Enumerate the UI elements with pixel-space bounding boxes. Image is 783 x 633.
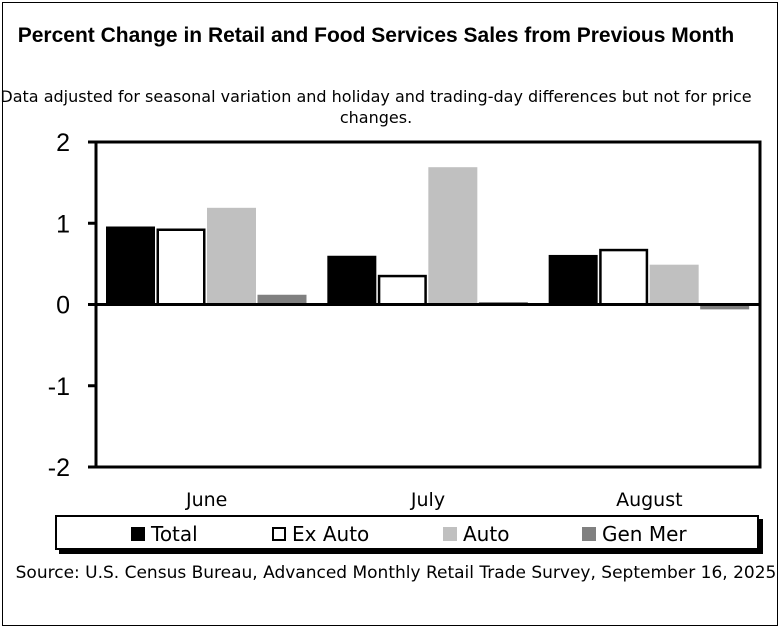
bar-total-july: [327, 255, 377, 305]
bar-gen-mer-june: [257, 294, 307, 305]
y-tick-label: 1: [56, 210, 70, 238]
legend-label-auto: Auto: [463, 522, 510, 546]
bar-auto-june: [207, 207, 256, 305]
y-tick-label: -2: [48, 454, 70, 482]
legend-swatch-total: [131, 527, 145, 541]
bar-auto-august: [649, 264, 699, 305]
bar-ex-auto-august: [599, 248, 649, 306]
legend-label-ex-auto: Ex Auto: [292, 522, 370, 546]
legend: Total Ex Auto Auto Gen Mer: [55, 515, 759, 550]
chart-title: Percent Change in Retail and Food Servic…: [17, 24, 735, 47]
bar-total-june: [106, 226, 155, 305]
bar-ex-auto-june: [156, 228, 206, 306]
legend-label-total: Total: [151, 522, 198, 546]
source-note: Source: U.S. Census Bureau, Advanced Mon…: [15, 563, 777, 583]
x-tick-label: July: [410, 489, 445, 511]
bar-gen-mer-august: [700, 304, 750, 310]
legend-swatch-gen-mer: [582, 527, 596, 541]
y-tick-label: 2: [56, 129, 70, 157]
bar-auto-july: [428, 167, 478, 305]
x-tick-label: June: [185, 489, 227, 511]
x-tick-label: August: [616, 489, 683, 511]
legend-item-auto: Auto: [443, 522, 510, 546]
legend-item-ex-auto: Ex Auto: [272, 522, 370, 546]
legend-swatch-auto: [443, 527, 457, 541]
bar-ex-auto-july: [377, 274, 427, 306]
legend-item-gen-mer: Gen Mer: [582, 522, 687, 546]
y-tick-label: 0: [56, 292, 70, 320]
figure-frame: [2, 2, 778, 626]
legend-item-total: Total: [131, 522, 198, 546]
chart-subtitle: Data adjusted for seasonal variation and…: [0, 87, 752, 127]
y-tick-label: -1: [48, 373, 70, 401]
legend-swatch-ex-auto: [272, 527, 286, 541]
bar-total-august: [548, 254, 598, 305]
legend-label-gen-mer: Gen Mer: [602, 522, 687, 546]
